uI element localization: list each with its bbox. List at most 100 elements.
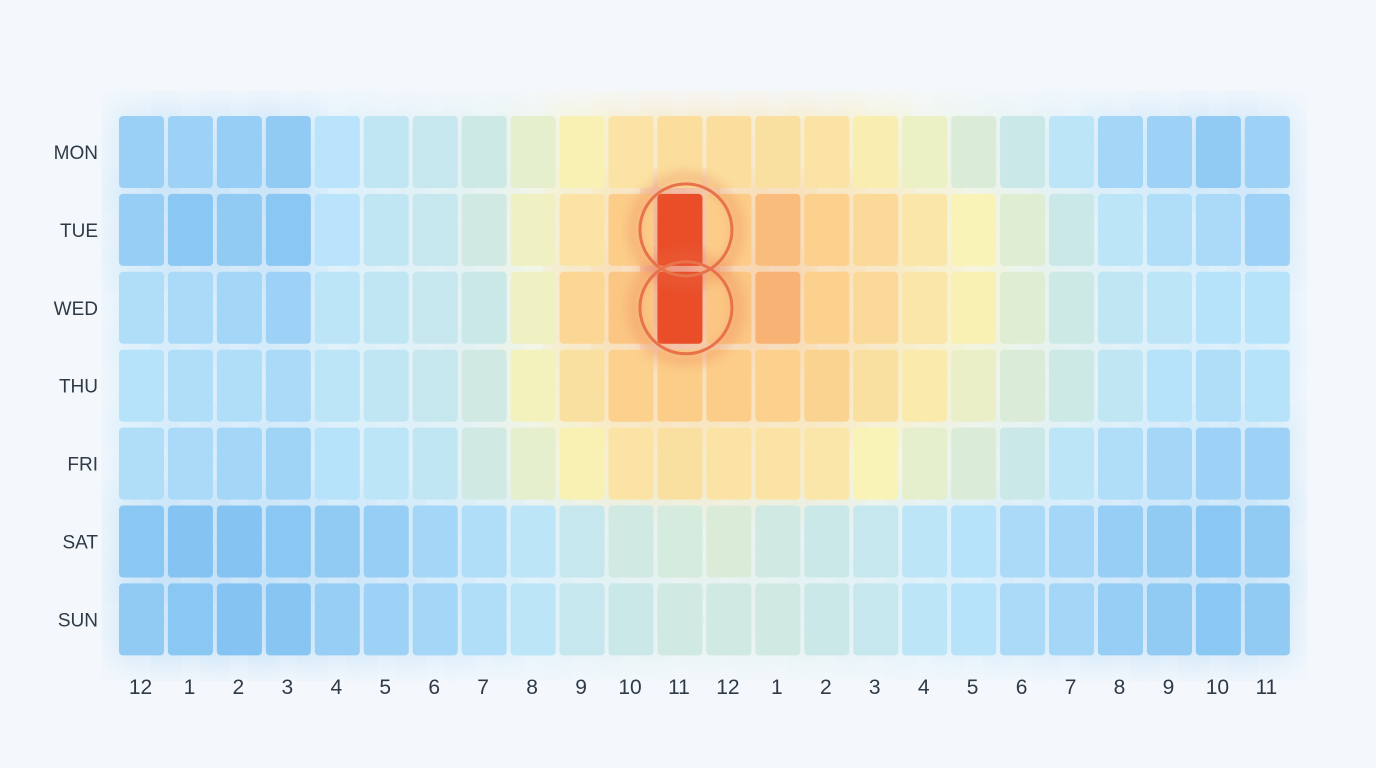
heatmap-cell-mon-1[interactable] bbox=[167, 116, 213, 188]
heatmap-cell-tue-6[interactable] bbox=[412, 193, 458, 266]
heatmap-cell-sun-23[interactable] bbox=[1244, 583, 1290, 656]
heatmap-cell-tue-5[interactable] bbox=[363, 193, 409, 266]
heatmap-cell-sun-14[interactable] bbox=[804, 583, 850, 656]
heatmap-cell-thu-18[interactable] bbox=[1000, 349, 1046, 422]
heatmap-cell-tue-9[interactable] bbox=[559, 193, 605, 266]
heatmap-cell-thu-22[interactable] bbox=[1195, 349, 1241, 422]
heatmap-cell-thu-7[interactable] bbox=[461, 349, 507, 422]
heatmap-cell-tue-19[interactable] bbox=[1049, 193, 1095, 266]
heatmap-cell-mon-19[interactable] bbox=[1049, 116, 1095, 188]
heatmap-cell-wed-3[interactable] bbox=[265, 271, 311, 344]
heatmap-cell-sun-11[interactable] bbox=[657, 583, 703, 656]
heatmap-cell-thu-11[interactable] bbox=[657, 349, 703, 422]
heatmap-cell-thu-0[interactable] bbox=[119, 349, 164, 422]
heatmap-cell-wed-6[interactable] bbox=[412, 271, 458, 344]
heatmap-cell-thu-6[interactable] bbox=[412, 349, 458, 422]
heatmap-cell-wed-5[interactable] bbox=[363, 271, 409, 344]
heatmap-cell-fri-21[interactable] bbox=[1146, 427, 1192, 500]
heatmap-cell-fri-12[interactable] bbox=[706, 427, 752, 500]
heatmap-cell-tue-14[interactable] bbox=[804, 193, 850, 266]
heatmap-cell-wed-13[interactable] bbox=[755, 271, 801, 344]
heatmap-cell-sat-15[interactable] bbox=[853, 505, 899, 578]
heatmap-cell-fri-19[interactable] bbox=[1049, 427, 1095, 500]
heatmap-cell-wed-22[interactable] bbox=[1195, 271, 1241, 344]
heatmap-cell-fri-9[interactable] bbox=[559, 427, 605, 500]
heatmap-cell-sun-0[interactable] bbox=[119, 583, 164, 656]
heatmap-cell-sun-22[interactable] bbox=[1195, 583, 1241, 656]
heatmap-cell-thu-5[interactable] bbox=[363, 349, 409, 422]
heatmap-cell-sat-1[interactable] bbox=[167, 505, 213, 578]
heatmap-cell-tue-16[interactable] bbox=[902, 193, 948, 266]
heatmap-cell-sun-19[interactable] bbox=[1049, 583, 1095, 656]
heatmap-cell-sat-17[interactable] bbox=[951, 505, 997, 578]
heatmap-cell-tue-12[interactable] bbox=[706, 193, 752, 266]
heatmap-cell-sat-0[interactable] bbox=[119, 505, 164, 578]
heatmap-cell-wed-15[interactable] bbox=[853, 271, 899, 344]
heatmap-cell-fri-3[interactable] bbox=[265, 427, 311, 500]
heatmap-cell-tue-2[interactable] bbox=[216, 193, 262, 266]
heatmap-cell-fri-23[interactable] bbox=[1244, 427, 1290, 500]
heatmap-cell-tue-17[interactable] bbox=[951, 193, 997, 266]
heatmap-cell-wed-4[interactable] bbox=[314, 271, 360, 344]
heatmap-cell-thu-9[interactable] bbox=[559, 349, 605, 422]
heatmap-cell-thu-2[interactable] bbox=[216, 349, 262, 422]
heatmap-cell-sun-17[interactable] bbox=[951, 583, 997, 656]
heatmap-cell-wed-8[interactable] bbox=[510, 271, 556, 344]
heatmap-cell-mon-2[interactable] bbox=[216, 116, 262, 188]
heatmap-cell-thu-3[interactable] bbox=[265, 349, 311, 422]
heatmap-cell-wed-12[interactable] bbox=[706, 271, 752, 344]
heatmap-cell-tue-11[interactable] bbox=[657, 193, 703, 266]
heatmap-cell-sat-19[interactable] bbox=[1049, 505, 1095, 578]
heatmap-cell-thu-19[interactable] bbox=[1049, 349, 1095, 422]
heatmap-cell-sat-8[interactable] bbox=[510, 505, 556, 578]
heatmap-cell-wed-23[interactable] bbox=[1244, 271, 1290, 344]
heatmap-cell-sat-3[interactable] bbox=[265, 505, 311, 578]
heatmap-cell-mon-8[interactable] bbox=[510, 116, 556, 188]
heatmap-cell-mon-12[interactable] bbox=[706, 116, 752, 188]
heatmap-cell-fri-10[interactable] bbox=[608, 427, 654, 500]
heatmap-cell-sun-12[interactable] bbox=[706, 583, 752, 656]
heatmap-cell-sat-11[interactable] bbox=[657, 505, 703, 578]
heatmap-cell-tue-15[interactable] bbox=[853, 193, 899, 266]
heatmap-cell-sun-15[interactable] bbox=[853, 583, 899, 656]
heatmap-cell-wed-17[interactable] bbox=[951, 271, 997, 344]
heatmap-cell-sun-2[interactable] bbox=[216, 583, 262, 656]
heatmap-cell-mon-7[interactable] bbox=[461, 116, 507, 188]
heatmap-cell-tue-13[interactable] bbox=[755, 193, 801, 266]
heatmap-cell-wed-1[interactable] bbox=[167, 271, 213, 344]
heatmap-cell-mon-11[interactable] bbox=[657, 116, 703, 188]
heatmap-cell-thu-23[interactable] bbox=[1244, 349, 1290, 422]
heatmap-cell-fri-0[interactable] bbox=[119, 427, 164, 500]
heatmap-cell-sat-12[interactable] bbox=[706, 505, 752, 578]
heatmap-cell-sun-5[interactable] bbox=[363, 583, 409, 656]
heatmap-cell-mon-20[interactable] bbox=[1098, 116, 1143, 188]
heatmap-cell-mon-15[interactable] bbox=[853, 116, 899, 188]
heatmap-cell-sun-1[interactable] bbox=[167, 583, 213, 656]
heatmap-cell-mon-23[interactable] bbox=[1244, 116, 1290, 188]
heatmap-cell-thu-8[interactable] bbox=[510, 349, 556, 422]
heatmap-cell-sat-18[interactable] bbox=[1000, 505, 1046, 578]
heatmap-cell-sun-13[interactable] bbox=[755, 583, 801, 656]
heatmap-cell-wed-18[interactable] bbox=[1000, 271, 1046, 344]
heatmap-cell-tue-8[interactable] bbox=[510, 193, 556, 266]
heatmap-cell-thu-1[interactable] bbox=[167, 349, 213, 422]
heatmap-cell-mon-0[interactable] bbox=[119, 116, 164, 188]
heatmap-cell-sat-4[interactable] bbox=[314, 505, 360, 578]
heatmap-cell-tue-7[interactable] bbox=[461, 193, 507, 266]
heatmap-cell-tue-1[interactable] bbox=[167, 193, 213, 266]
heatmap-cell-wed-14[interactable] bbox=[804, 271, 850, 344]
heatmap-cell-tue-3[interactable] bbox=[265, 193, 311, 266]
heatmap-cell-fri-13[interactable] bbox=[755, 427, 801, 500]
heatmap-cell-thu-13[interactable] bbox=[755, 349, 801, 422]
heatmap-cell-mon-9[interactable] bbox=[559, 116, 605, 188]
heatmap-cell-mon-6[interactable] bbox=[412, 116, 458, 188]
heatmap-cell-sat-7[interactable] bbox=[461, 505, 507, 578]
heatmap-cell-sun-4[interactable] bbox=[314, 583, 360, 656]
heatmap-cell-thu-20[interactable] bbox=[1098, 349, 1143, 422]
heatmap-cell-tue-18[interactable] bbox=[1000, 193, 1046, 266]
heatmap-cell-thu-21[interactable] bbox=[1146, 349, 1192, 422]
heatmap-cell-wed-11[interactable] bbox=[657, 271, 703, 344]
heatmap-cell-fri-5[interactable] bbox=[363, 427, 409, 500]
heatmap-cell-fri-2[interactable] bbox=[216, 427, 262, 500]
heatmap-cell-mon-10[interactable] bbox=[608, 116, 654, 188]
